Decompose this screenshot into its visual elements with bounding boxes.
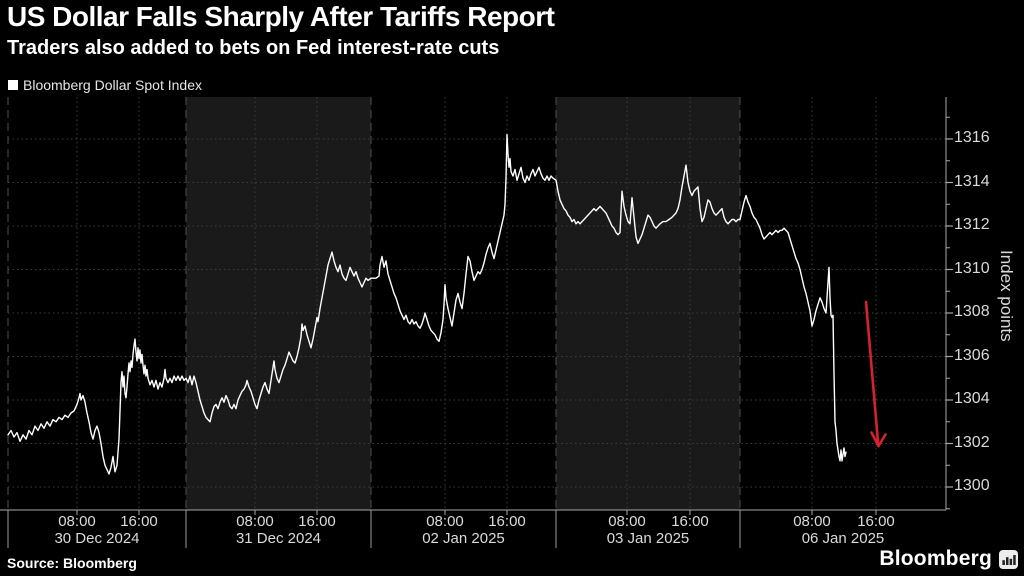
x-time-label: 16:00 — [488, 513, 526, 530]
x-time-label: 08:00 — [58, 513, 96, 530]
legend-marker-icon — [8, 80, 18, 90]
bloomberg-logo-text: Bloomberg — [879, 547, 992, 570]
source-note: Source: Bloomberg — [7, 555, 137, 571]
y-tick-label: 1304 — [954, 390, 990, 407]
x-time-label: 08:00 — [426, 513, 464, 530]
x-time-label: 08:00 — [608, 513, 646, 530]
y-tick-label: 1308 — [954, 303, 990, 320]
x-date-label: 02 Jan 2025 — [422, 530, 505, 547]
bloomberg-chart-icon — [999, 549, 1018, 569]
x-time-label: 16:00 — [671, 513, 709, 530]
x-time-label: 16:00 — [298, 513, 336, 530]
x-date-label: 30 Dec 2024 — [54, 530, 140, 547]
page-subtitle: Traders also added to bets on Fed intere… — [7, 37, 500, 59]
x-date-label: 03 Jan 2025 — [606, 530, 690, 547]
y-tick-label: 1310 — [954, 259, 990, 277]
legend-label: Bloomberg Dollar Spot Index — [23, 77, 202, 93]
page-title: US Dollar Falls Sharply After Tariffs Re… — [7, 1, 555, 32]
y-tick-label: 1300 — [954, 477, 990, 494]
y-tick-label: 1306 — [954, 346, 990, 364]
bloomberg-logo: Bloomberg — [879, 547, 1018, 571]
y-tick-label: 1302 — [954, 433, 990, 451]
y-tick-label: 1314 — [954, 172, 990, 190]
legend: Bloomberg Dollar Spot Index — [8, 77, 202, 93]
x-date-label: 31 Dec 2024 — [235, 530, 322, 547]
y-tick-label: 1316 — [954, 129, 990, 146]
x-time-label: 08:00 — [793, 513, 831, 530]
x-time-label: 16:00 — [120, 513, 158, 530]
y-axis-title: Index points — [997, 250, 1016, 342]
x-time-label: 08:00 — [236, 513, 274, 530]
y-tick-label: 1312 — [954, 216, 990, 233]
x-date-label: 06 Jan 2025 — [801, 530, 885, 547]
x-time-label: 16:00 — [857, 513, 895, 530]
